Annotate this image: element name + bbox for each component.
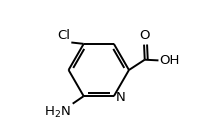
Text: H$_2$N: H$_2$N: [45, 105, 71, 120]
Text: N: N: [116, 91, 126, 104]
Text: OH: OH: [159, 54, 180, 67]
Text: O: O: [139, 29, 149, 42]
Text: Cl: Cl: [58, 29, 71, 42]
